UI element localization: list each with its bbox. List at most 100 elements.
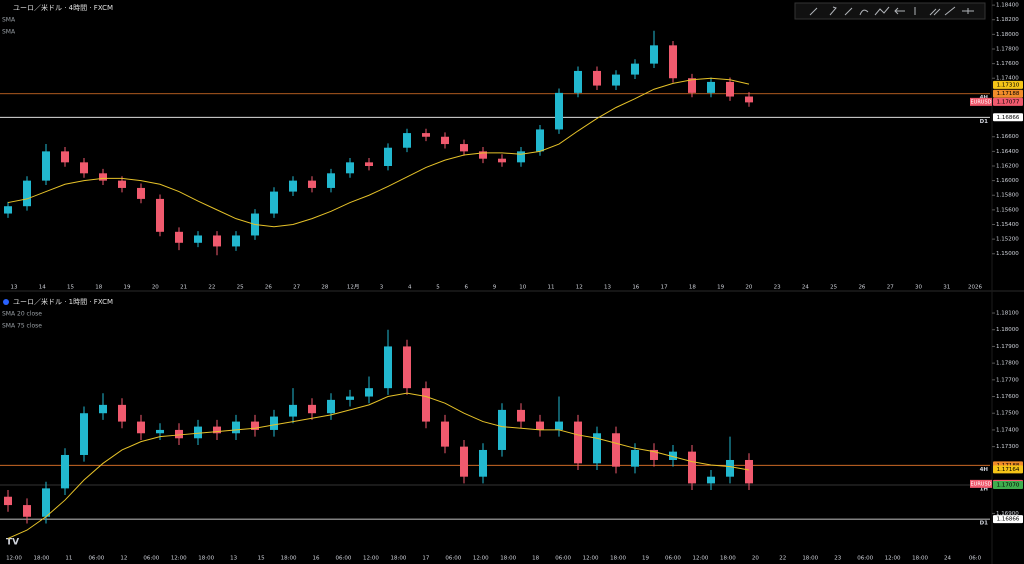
candle-body — [422, 388, 430, 422]
candle-body — [308, 180, 316, 188]
y-tick-label: 1.17400 — [996, 76, 1019, 82]
candle-body — [669, 45, 677, 79]
level-label: D1 — [980, 119, 989, 125]
price-badge — [993, 481, 1023, 490]
x-tick-label: 12:00 — [473, 556, 489, 562]
pane-title: ユーロ／米ドル · 4時間 · FXCM — [13, 3, 113, 12]
candle-body — [384, 346, 392, 389]
candle-body — [346, 162, 354, 174]
x-tick-label: 23 — [774, 285, 781, 291]
y-tick-label: 1.15000 — [996, 251, 1019, 257]
x-tick-label: 11 — [65, 556, 72, 562]
x-tick-label: 18:00 — [720, 556, 736, 562]
level-label: 1H — [980, 487, 989, 493]
y-tick-label: 1.17600 — [996, 394, 1019, 400]
candle-body — [61, 454, 69, 489]
x-tick-label: 22 — [779, 556, 786, 562]
x-tick-label: 23 — [834, 556, 841, 562]
candle-body — [289, 404, 297, 417]
candle-body — [536, 129, 544, 152]
symbol-badge-label: EURUSD — [971, 481, 992, 487]
candle-body — [251, 421, 259, 430]
x-tick-label: 2026 — [968, 285, 982, 291]
pane-title: ユーロ／米ドル · 1時間 · FXCM — [13, 297, 113, 306]
toolbar-icons[interactable] — [809, 6, 974, 16]
y-tick-label: 1.17400 — [996, 427, 1019, 433]
candle-body — [555, 92, 563, 130]
y-tick-label: 1.15600 — [996, 207, 1019, 213]
candle-body — [612, 433, 620, 467]
x-tick-label: 20 — [152, 285, 159, 291]
candle-body — [745, 96, 753, 103]
x-tick-label: 06:00 — [336, 556, 352, 562]
x-tick-label: 06:00 — [143, 556, 159, 562]
x-tick-label: 18:00 — [390, 556, 406, 562]
sma-line — [7, 77, 750, 228]
level-label: 4H — [980, 467, 989, 473]
candle-body — [213, 235, 221, 247]
candle-body — [384, 147, 392, 166]
candle-body — [593, 70, 601, 86]
y-tick-label: 1.18000 — [996, 32, 1019, 38]
candle-body — [726, 459, 734, 477]
candle-body — [498, 409, 506, 450]
x-tick-label: 13 — [11, 285, 18, 291]
candle-body — [650, 449, 658, 460]
candle-body — [194, 235, 202, 243]
candle-body — [574, 421, 582, 464]
x-tick-label: 5 — [436, 285, 440, 291]
candle-body — [99, 404, 107, 414]
y-tick-label: 1.17800 — [996, 46, 1019, 52]
x-tick-label: 3 — [380, 285, 384, 291]
x-tick-label: 18:00 — [281, 556, 297, 562]
candle-body — [707, 81, 715, 93]
y-tick-label: 1.17800 — [996, 361, 1019, 367]
x-tick-label: 9 — [493, 285, 497, 291]
candle-body — [156, 198, 164, 232]
candle-body — [536, 421, 544, 430]
candle-body — [517, 409, 525, 422]
candle-body — [346, 396, 354, 400]
price-badge-label: 1.17164 — [997, 467, 1020, 473]
logo: TV — [6, 538, 19, 548]
y-tick-label: 1.15400 — [996, 222, 1019, 228]
x-tick-label: 31 — [943, 285, 950, 291]
sma-line — [7, 392, 750, 539]
x-tick-label: 21 — [180, 285, 187, 291]
candle-body — [80, 413, 88, 455]
x-tick-label: 25 — [830, 285, 837, 291]
price-badge-label: 1.17077 — [997, 99, 1020, 105]
x-tick-label: 13 — [230, 556, 237, 562]
candle-body — [650, 45, 658, 64]
candle-body — [137, 187, 145, 199]
candle-body — [593, 433, 601, 464]
price-badge-label: 1.16866 — [997, 517, 1020, 523]
price-badge — [993, 113, 1023, 122]
x-tick-label: 18:00 — [500, 556, 516, 562]
candle-body — [270, 416, 278, 430]
candle-body — [23, 180, 31, 207]
y-tick-label: 1.18100 — [996, 311, 1019, 317]
candle-body — [403, 346, 411, 389]
candle-body — [555, 421, 563, 430]
x-tick-label: 22 — [208, 285, 215, 291]
candle-body — [175, 231, 183, 243]
candle-body — [441, 421, 449, 447]
candle-body — [365, 162, 373, 166]
x-tick-label: 18:00 — [34, 556, 50, 562]
toolbar — [794, 2, 986, 20]
indicator-label: SMA — [2, 29, 16, 36]
candle-body — [42, 488, 50, 517]
y-tick-label: 1.18000 — [996, 327, 1019, 333]
y-tick-label: 1.16000 — [996, 178, 1019, 184]
x-tick-label: 12:00 — [6, 556, 22, 562]
candle-body — [422, 133, 430, 137]
x-tick-label: 14 — [39, 285, 46, 291]
x-tick-label: 12:00 — [583, 556, 599, 562]
x-tick-label: 17 — [422, 556, 429, 562]
x-tick-label: 19 — [124, 285, 131, 291]
candle-body — [289, 180, 297, 192]
y-tick-label: 1.18400 — [996, 3, 1019, 9]
x-tick-label: 18:00 — [802, 556, 818, 562]
